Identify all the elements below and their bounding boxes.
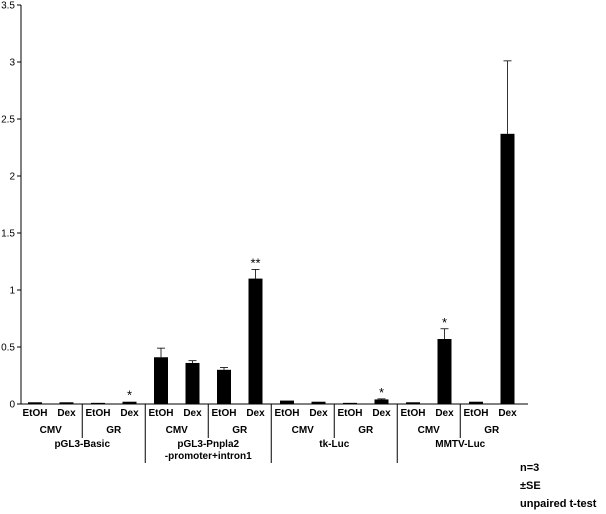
treatment-label: EtOH bbox=[212, 408, 237, 419]
treatment-label: EtOH bbox=[464, 408, 489, 419]
sample-size-note: n=3 bbox=[520, 462, 540, 474]
bar bbox=[28, 402, 42, 404]
receptor-label: GR bbox=[484, 425, 500, 436]
receptor-label: CMV bbox=[292, 425, 315, 436]
bar bbox=[91, 402, 105, 404]
treatment-label: Dex bbox=[183, 408, 202, 419]
bar bbox=[374, 399, 389, 404]
treatment-label: EtOH bbox=[86, 408, 111, 419]
treatment-label: Dex bbox=[57, 408, 76, 419]
treatment-label: EtOH bbox=[275, 408, 300, 419]
significance-marker: * bbox=[379, 385, 384, 400]
construct-label: pGL3-Basic bbox=[54, 439, 110, 450]
y-tick-label: 3.5 bbox=[1, 1, 15, 12]
construct-label: -promoter+intron1 bbox=[165, 451, 252, 462]
bar bbox=[154, 357, 168, 404]
treatment-label: Dex bbox=[435, 408, 454, 419]
y-tick-label: 3 bbox=[9, 58, 15, 69]
significance-marker: * bbox=[442, 315, 447, 330]
bar bbox=[248, 278, 263, 404]
x-axis-labels: EtOH Dex EtOH Dex EtOH Dex EtOH Dex EtOH Dex EtOH D… bbox=[23, 404, 517, 463]
test-note: unpaired t-test bbox=[520, 498, 597, 510]
treatment-label: EtOH bbox=[338, 408, 363, 419]
construct-label: MMTV-Luc bbox=[435, 439, 485, 450]
bar bbox=[437, 339, 452, 404]
bar bbox=[406, 402, 420, 404]
bar bbox=[311, 401, 326, 404]
treatment-label: Dex bbox=[372, 408, 391, 419]
construct-label: tk-Luc bbox=[319, 439, 349, 450]
treatment-label: EtOH bbox=[401, 408, 426, 419]
receptor-label: GR bbox=[106, 425, 122, 436]
treatment-label: EtOH bbox=[23, 408, 48, 419]
receptor-label: CMV bbox=[418, 425, 441, 436]
receptor-label: GR bbox=[358, 425, 374, 436]
receptor-label: CMV bbox=[40, 425, 63, 436]
bar bbox=[217, 369, 231, 404]
treatment-label: Dex bbox=[309, 408, 328, 419]
bars: ***** bbox=[28, 60, 515, 404]
bar bbox=[469, 401, 483, 404]
bar bbox=[122, 401, 137, 404]
y-tick-label: 2 bbox=[9, 172, 15, 183]
receptor-label: CMV bbox=[166, 425, 189, 436]
significance-marker: * bbox=[127, 388, 132, 403]
error-note: ±SE bbox=[520, 480, 541, 492]
y-tick-label: 0.5 bbox=[1, 343, 15, 354]
bar bbox=[280, 400, 294, 404]
treatment-label: Dex bbox=[246, 408, 265, 419]
y-tick-label: 1.5 bbox=[1, 229, 15, 240]
treatment-label: EtOH bbox=[149, 408, 174, 419]
construct-label: pGL3-Pnpla2 bbox=[177, 439, 239, 450]
bar bbox=[343, 402, 357, 404]
significance-marker: ** bbox=[250, 255, 260, 270]
y-tick-label: 0 bbox=[9, 400, 15, 411]
receptor-label: GR bbox=[232, 425, 248, 436]
y-tick-label: 1 bbox=[9, 286, 15, 297]
y-tick-label: 2.5 bbox=[1, 115, 15, 126]
bar bbox=[500, 133, 515, 404]
treatment-label: Dex bbox=[498, 408, 517, 419]
bar bbox=[59, 402, 74, 404]
bar bbox=[185, 362, 200, 404]
treatment-label: Dex bbox=[120, 408, 139, 419]
